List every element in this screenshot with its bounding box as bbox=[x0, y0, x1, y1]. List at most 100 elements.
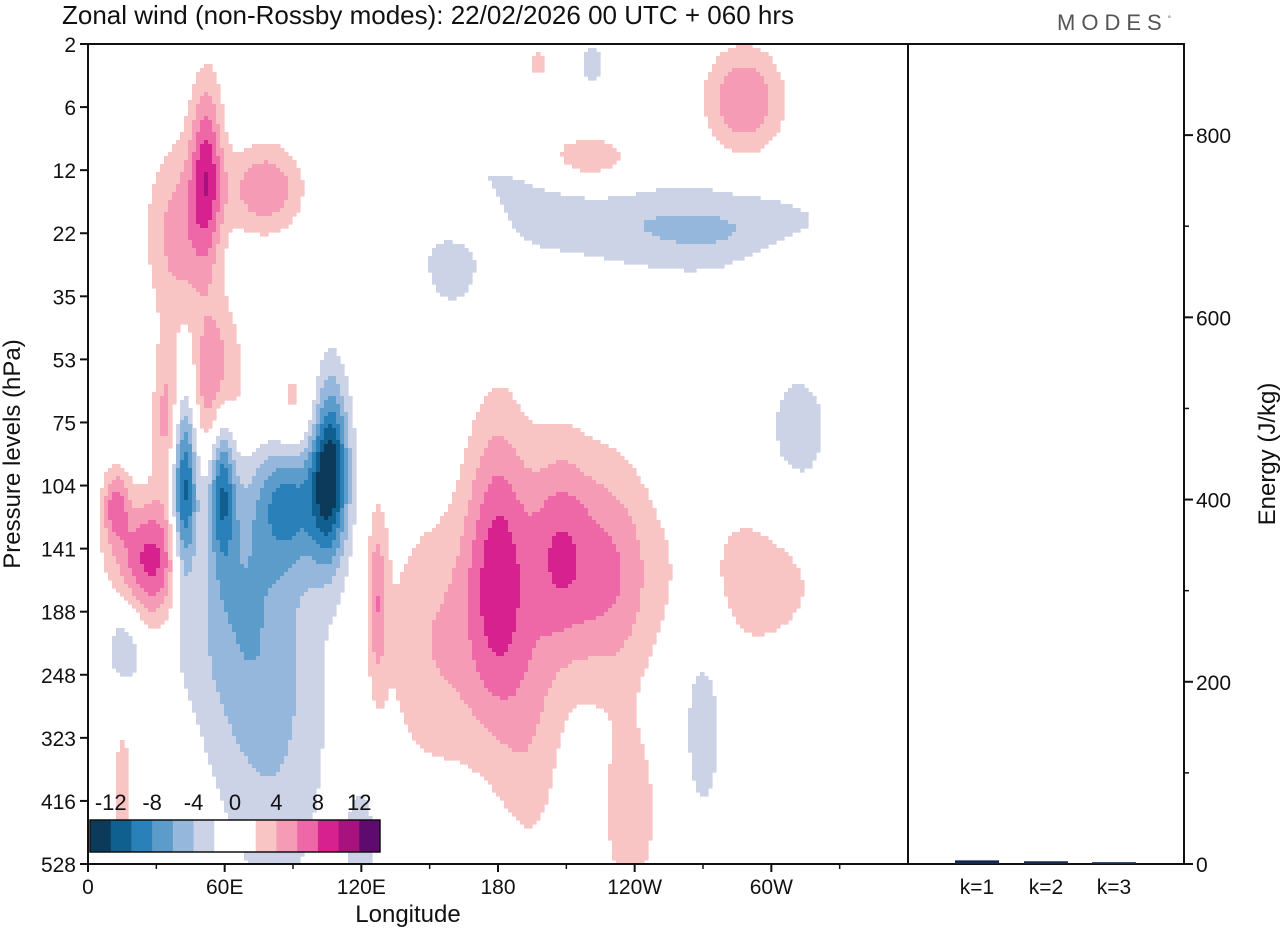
heatmap-cell bbox=[616, 196, 621, 201]
heatmap-cell bbox=[488, 392, 493, 397]
heatmap-cell bbox=[332, 360, 337, 365]
heatmap-cell bbox=[728, 128, 733, 133]
heatmap-cell bbox=[184, 452, 189, 457]
heatmap-cell bbox=[676, 240, 681, 245]
heatmap-cell bbox=[692, 268, 697, 273]
heatmap-cell bbox=[536, 192, 541, 197]
heatmap-cell bbox=[164, 252, 169, 257]
heatmap-cell bbox=[516, 420, 521, 425]
heatmap-cell bbox=[648, 264, 653, 269]
heatmap-cell bbox=[804, 432, 809, 437]
heatmap-cell bbox=[656, 232, 661, 237]
heatmap-cell bbox=[768, 124, 773, 129]
heatmap-cell bbox=[196, 296, 201, 301]
heatmap-cell bbox=[724, 204, 729, 209]
heatmap-cell bbox=[668, 192, 673, 197]
heatmap-cell bbox=[508, 180, 513, 185]
heatmap-cell bbox=[232, 396, 237, 401]
heatmap-cell bbox=[168, 200, 173, 205]
heatmap-cell bbox=[724, 112, 729, 117]
heatmap-cell bbox=[340, 412, 345, 417]
heatmap-cell bbox=[196, 100, 201, 105]
heatmap-cell bbox=[212, 164, 217, 169]
heatmap-cell bbox=[608, 452, 613, 457]
heatmap-cell bbox=[176, 252, 181, 257]
heatmap-cell bbox=[804, 408, 809, 413]
heatmap-cell bbox=[528, 228, 533, 233]
heatmap-cell bbox=[612, 456, 617, 461]
heatmap-cell bbox=[604, 456, 609, 461]
heatmap-cell bbox=[208, 372, 213, 377]
heatmap-cell bbox=[464, 256, 469, 261]
heatmap-cell bbox=[180, 232, 185, 237]
heatmap-cell bbox=[208, 100, 213, 105]
heatmap-cell bbox=[200, 116, 205, 121]
heatmap-cell bbox=[496, 412, 501, 417]
heatmap-cell bbox=[348, 440, 353, 445]
heatmap-cell bbox=[576, 248, 581, 253]
heatmap-cell bbox=[172, 324, 177, 329]
heatmap-cell bbox=[204, 72, 209, 77]
heatmap-cell bbox=[324, 460, 329, 465]
heatmap-cell bbox=[452, 256, 457, 261]
heatmap-cell bbox=[732, 124, 737, 129]
heatmap-cell bbox=[332, 444, 337, 449]
heatmap-cell bbox=[796, 224, 801, 229]
heatmap-cell bbox=[536, 232, 541, 237]
heatmap-cell bbox=[744, 144, 749, 149]
heatmap-cell bbox=[708, 112, 713, 117]
heatmap-cell bbox=[220, 144, 225, 149]
heatmap-cell bbox=[232, 344, 237, 349]
heatmap-cell bbox=[152, 460, 157, 465]
heatmap-cell bbox=[516, 432, 521, 437]
heatmap-cell bbox=[588, 444, 593, 449]
heatmap-cell bbox=[300, 468, 305, 473]
heatmap-cell bbox=[172, 184, 177, 189]
heatmap-cell bbox=[200, 204, 205, 209]
heatmap-cell bbox=[620, 464, 625, 469]
heatmap-cell bbox=[212, 184, 217, 189]
heatmap-cell bbox=[764, 76, 769, 81]
heatmap-cell bbox=[188, 116, 193, 121]
heatmap-cell bbox=[584, 208, 589, 213]
heatmap-cell bbox=[164, 228, 169, 233]
heatmap-cell bbox=[596, 68, 601, 73]
heatmap-cell bbox=[172, 208, 177, 213]
heatmap-cell bbox=[720, 64, 725, 69]
heatmap-cell bbox=[320, 412, 325, 417]
heatmap-cell bbox=[160, 348, 165, 353]
heatmap-cell bbox=[292, 172, 297, 177]
heatmap-cell bbox=[220, 176, 225, 181]
heatmap-cell bbox=[496, 392, 501, 397]
heatmap-cell bbox=[320, 456, 325, 461]
heatmap-cell bbox=[492, 176, 497, 181]
heatmap-cell bbox=[816, 440, 821, 445]
heatmap-cell bbox=[736, 104, 741, 109]
heatmap-cell bbox=[212, 464, 217, 469]
heatmap-cell bbox=[156, 272, 161, 277]
heatmap-cell bbox=[436, 268, 441, 273]
heatmap-cell bbox=[816, 420, 821, 425]
heatmap-cell bbox=[256, 456, 261, 461]
heatmap-cell bbox=[228, 156, 233, 161]
heatmap-cell bbox=[208, 116, 213, 121]
heatmap-cell bbox=[256, 452, 261, 457]
heatmap-cell bbox=[748, 72, 753, 77]
heatmap-cell bbox=[156, 464, 161, 469]
heatmap-cell bbox=[160, 236, 165, 241]
heatmap-cell bbox=[576, 216, 581, 221]
heatmap-cell bbox=[200, 104, 205, 109]
heatmap-cell bbox=[312, 468, 317, 473]
heatmap-cell bbox=[488, 428, 493, 433]
heatmap-cell bbox=[500, 472, 505, 477]
heatmap-cell bbox=[204, 212, 209, 217]
heatmap-cell bbox=[164, 456, 169, 461]
heatmap-cell bbox=[224, 316, 229, 321]
heatmap-cell bbox=[188, 304, 193, 309]
heatmap-cell bbox=[240, 460, 245, 465]
heatmap-cell bbox=[584, 144, 589, 149]
heatmap-cell bbox=[280, 208, 285, 213]
heatmap-cell bbox=[272, 196, 277, 201]
heatmap-cell bbox=[340, 444, 345, 449]
heatmap-cell bbox=[544, 440, 549, 445]
